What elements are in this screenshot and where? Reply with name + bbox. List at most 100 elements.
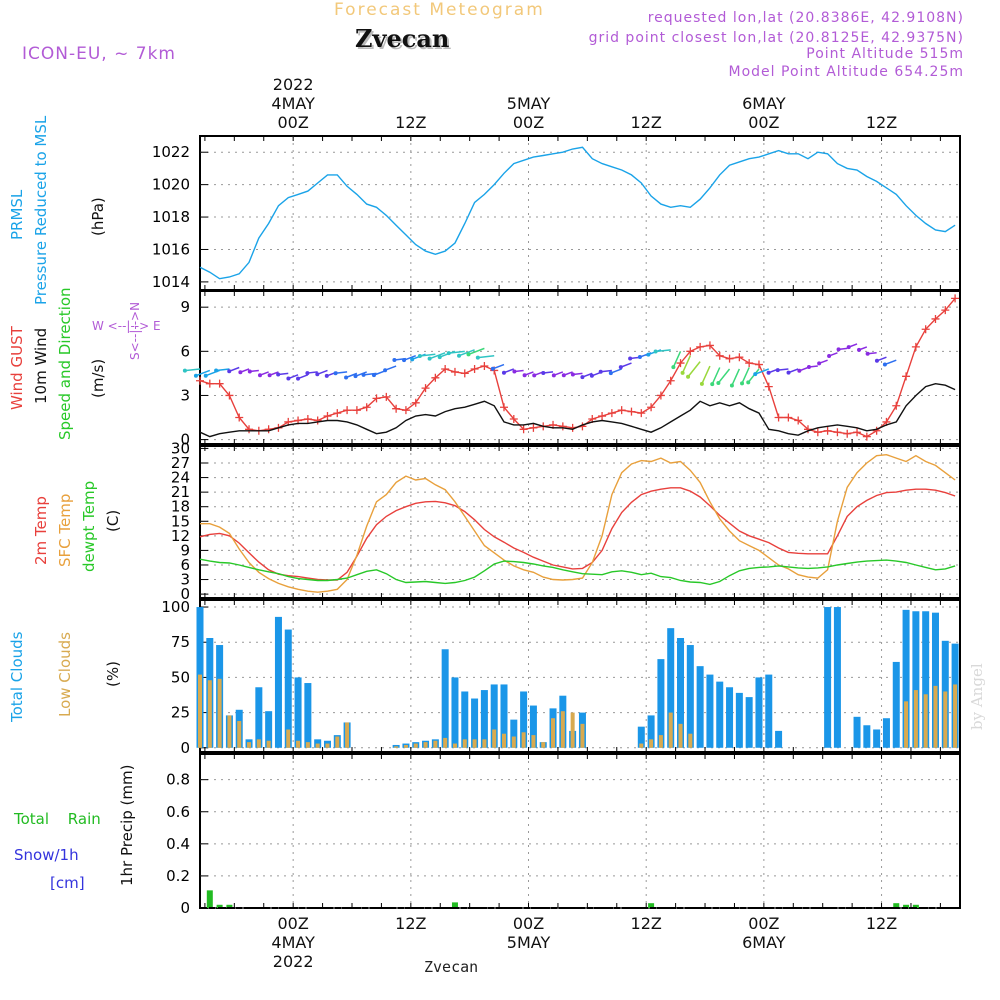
bar-total-clouds (833, 607, 841, 748)
wind-arrow-head (437, 355, 442, 360)
gust-marker (686, 347, 695, 356)
gust-marker (519, 425, 528, 434)
gust-marker (931, 314, 940, 323)
top-time-label-3: 12Z (606, 113, 686, 132)
bar-low-clouds (413, 743, 418, 748)
wind-arrow-head (392, 357, 397, 362)
gust-marker (372, 394, 381, 403)
bar-total-clouds (274, 616, 282, 748)
bar-total-clouds (647, 715, 655, 748)
y-tick-label: 50 (171, 668, 190, 686)
bar-low-clouds (580, 723, 585, 748)
y-tick-label: 3 (180, 571, 190, 589)
gust-marker (558, 422, 567, 431)
bar-low-clouds (511, 736, 516, 748)
wind-arrow-head (637, 355, 642, 360)
wind-arrow-head (475, 355, 480, 360)
wind-arrow (681, 355, 692, 374)
gust-marker (911, 342, 920, 351)
wind-arrow (672, 351, 682, 368)
bottom-time-label-line: 00Z (748, 914, 780, 933)
top-time-label-line: 00Z (748, 113, 780, 132)
bar-total-clouds (912, 611, 920, 748)
gust-marker (450, 367, 459, 376)
wind-arrow (717, 368, 731, 384)
wind-arrow-head (680, 370, 685, 375)
bottom-time-label-0: 00Z 4MAY 2022 (253, 914, 333, 971)
bar-low-clouds (256, 739, 261, 748)
wind-arrow-head (827, 353, 832, 358)
wind-arrow (701, 365, 711, 385)
bar-total-clouds (892, 661, 900, 748)
bar-low-clouds (345, 722, 350, 748)
compass-we: W <--|--> E (92, 319, 161, 333)
gust-marker (617, 406, 626, 415)
bar-total-clouds (677, 638, 685, 748)
bar-low-clouds (452, 743, 457, 748)
y-tick-label: 0 (180, 585, 190, 603)
gust-marker (382, 392, 391, 401)
wind-arrow (884, 359, 897, 366)
gust-marker (951, 294, 960, 303)
point-altitude: Point Altitude 515m (806, 46, 964, 62)
model-name: ICON-EU, ~ 7km (22, 44, 176, 64)
bar-low-clouds (531, 735, 536, 748)
gust-marker (764, 382, 773, 391)
bar-total-clouds (265, 711, 273, 748)
y-tick-label: 0 (180, 431, 190, 449)
wind-arrow-head (324, 373, 329, 378)
wind-arrow (429, 352, 446, 360)
series-line-dewpt-temp (199, 558, 956, 586)
bar-total-clouds (667, 628, 675, 748)
wind-arrow (458, 349, 475, 357)
gust-marker (774, 413, 783, 422)
bar-total-clouds (686, 645, 694, 748)
wind-arrow-head (532, 373, 537, 378)
gust-marker (460, 369, 469, 378)
gridpoint-coords: grid point closest lon,lat (20.8125E, 42… (588, 30, 964, 46)
wind-arrow-head (457, 353, 462, 358)
bar-low-clouds (541, 742, 546, 748)
y-tick-label: 9 (180, 541, 190, 559)
wind-arrow-head (402, 358, 407, 363)
bar-low-clouds (639, 743, 644, 748)
bar-low-clouds (658, 735, 663, 748)
wind-arrow-head (806, 365, 811, 370)
bar-low-clouds (335, 736, 340, 748)
wind-arrow-head (797, 368, 802, 373)
wind-arrow-head (182, 368, 187, 373)
wind-arrow-head (653, 349, 658, 354)
series-line-wind-gust (199, 297, 956, 438)
wind-arrow-head (865, 351, 870, 356)
y-tick-label: 1014 (152, 273, 190, 291)
bar-low-clouds (688, 733, 693, 748)
bottom-time-label-line: 00Z (512, 914, 545, 933)
gust-marker (421, 384, 430, 393)
gust-marker (509, 414, 518, 423)
series-line-10m-wind (199, 382, 956, 438)
wind-arrow (468, 347, 485, 356)
bar-total-rain (216, 904, 223, 908)
bottom-time-label-line: 6MAY (742, 933, 786, 952)
top-time-label-5: 12Z (842, 113, 922, 132)
y-tick-label: 1018 (152, 208, 190, 226)
wind-arrow-head (353, 374, 358, 379)
bar-total-clouds (451, 677, 459, 748)
series-line-prmsl (199, 146, 956, 280)
bar-low-clouds (207, 680, 212, 748)
gust-marker (205, 379, 214, 388)
wind-arrow-head (580, 375, 585, 380)
gust-marker (313, 416, 322, 425)
top-time-label-line: 6MAY (742, 94, 786, 113)
wind-arrow-head (296, 376, 301, 381)
top-time-label-line: 5MAY (506, 94, 551, 113)
bar-low-clouds (923, 694, 928, 748)
wind-arrow-head (305, 371, 310, 376)
bar-low-clouds (443, 737, 448, 748)
bar-low-clouds (247, 742, 252, 748)
bar-low-clouds (472, 739, 477, 748)
wind-arrow (448, 350, 465, 354)
panel-frame (199, 135, 961, 291)
bar-total-clouds (284, 629, 292, 748)
wind-arrow (747, 368, 760, 383)
